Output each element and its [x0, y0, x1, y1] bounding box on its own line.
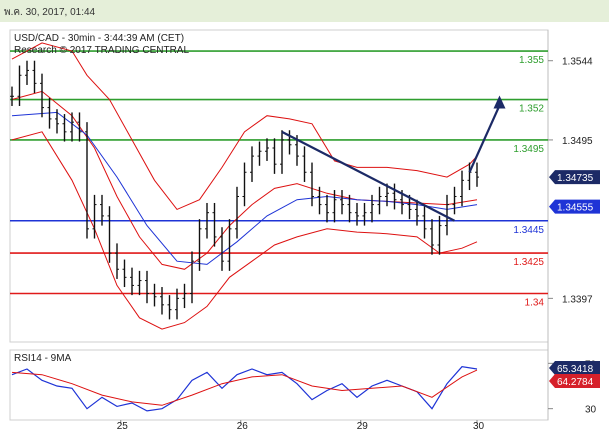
level-label: 1.355 [519, 55, 544, 66]
timestamp: พ.ค. 30, 2017, 01:44 [4, 7, 96, 18]
level-label: 1.3495 [513, 144, 544, 155]
rsi-title: RSI14 - 9MA [14, 353, 72, 364]
rsi-line [11, 366, 478, 412]
svg-text:65.3418: 65.3418 [557, 364, 594, 375]
svg-text:64.2784: 64.2784 [557, 377, 594, 388]
svg-text:1.34555: 1.34555 [557, 203, 594, 214]
y-tick-label: 1.3495 [562, 136, 593, 147]
rsi-panel-frame [9, 349, 549, 421]
trendline [281, 130, 456, 222]
level-label: 1.352 [519, 104, 544, 115]
level-label: 1.34 [525, 298, 545, 309]
level-label: 1.3445 [513, 225, 544, 236]
level-label: 1.3425 [513, 257, 544, 268]
upper-band [11, 42, 478, 211]
rsi-current-tag: 65.3418 [549, 361, 600, 375]
y-tick-label: 1.3544 [562, 57, 593, 68]
x-tick-label: 25 [117, 421, 129, 432]
y-tick-label: 1.3397 [562, 294, 593, 305]
chart-title: USD/CAD - 30min - 3:44:39 AM (CET) [14, 33, 184, 44]
x-tick-label: 26 [237, 421, 249, 432]
lower-band [11, 131, 478, 330]
x-tick-label: 29 [357, 421, 369, 432]
chart-subtitle: Research © 2017 TRADING CENTRAL [14, 45, 189, 56]
rsi-y-tick-label: 30 [585, 405, 597, 416]
rsi-ma-current-tag: 64.2784 [549, 374, 600, 388]
current-price-tag: 1.34735 [549, 170, 600, 185]
rsi-ma-line [11, 369, 478, 406]
timestamp-bar: พ.ค. 30, 2017, 01:44 [0, 0, 609, 22]
main-panel-frame [9, 29, 549, 343]
forecast-arrow [468, 105, 501, 173]
ma-value-tag: 1.34555 [549, 199, 600, 214]
forecast-arrow-head [493, 95, 506, 109]
svg-text:1.34735: 1.34735 [557, 173, 594, 184]
x-tick-label: 30 [473, 421, 485, 432]
